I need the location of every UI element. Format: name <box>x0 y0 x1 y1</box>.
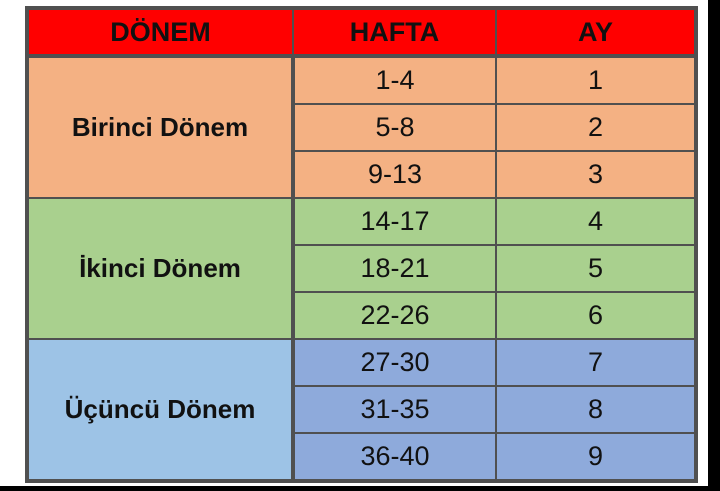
hafta-cell: 1-4 <box>292 54 497 106</box>
ay-cell: 4 <box>495 197 697 247</box>
ay-cell: 2 <box>495 103 697 153</box>
table-row: Üçüncü Dönem 27-30 7 <box>26 337 697 483</box>
table-row: 31-35 8 <box>27 384 697 434</box>
table-row: 22-26 6 <box>27 290 697 340</box>
hafta-cell: 14-17 <box>292 197 497 247</box>
header-hafta: HAFTA <box>292 7 497 58</box>
hafta-cell: 5-8 <box>292 103 497 153</box>
ay-cell: 6 <box>495 290 697 340</box>
hafta-cell: 27-30 <box>292 337 497 387</box>
ay-cell: 5 <box>495 244 697 293</box>
hafta-cell: 9-13 <box>292 150 497 200</box>
header-ay: AY <box>495 7 697 58</box>
ay-cell: 7 <box>495 337 697 387</box>
hafta-cell: 18-21 <box>292 244 497 293</box>
ay-cell: 3 <box>495 150 697 200</box>
table-row: 36-40 9 <box>27 431 697 483</box>
table-row: İkinci Dönem 14-17 4 <box>26 197 697 340</box>
hafta-cell: 31-35 <box>292 384 497 434</box>
table-row: Birinci Dönem 1-4 1 <box>26 54 697 200</box>
header-donem: DÖNEM <box>26 7 294 58</box>
ay-cell: 9 <box>495 431 697 483</box>
period-label: Üçüncü Dönem <box>26 337 295 483</box>
ay-cell: 8 <box>495 384 697 434</box>
header-row: DÖNEM HAFTA AY <box>26 7 697 58</box>
period-table: DÖNEM HAFTA AY Birinci Dönem 1-4 1 5-8 2 9-… <box>25 6 698 483</box>
period-label: Birinci Dönem <box>26 54 295 200</box>
period-label: İkinci Dönem <box>26 197 295 340</box>
table-row: 5-8 2 <box>27 103 697 153</box>
hafta-cell: 36-40 <box>292 431 497 483</box>
hafta-cell: 22-26 <box>292 290 497 340</box>
ay-cell: 1 <box>495 54 697 106</box>
table-row: 9-13 3 <box>27 150 697 200</box>
table-row: 18-21 5 <box>27 244 697 293</box>
